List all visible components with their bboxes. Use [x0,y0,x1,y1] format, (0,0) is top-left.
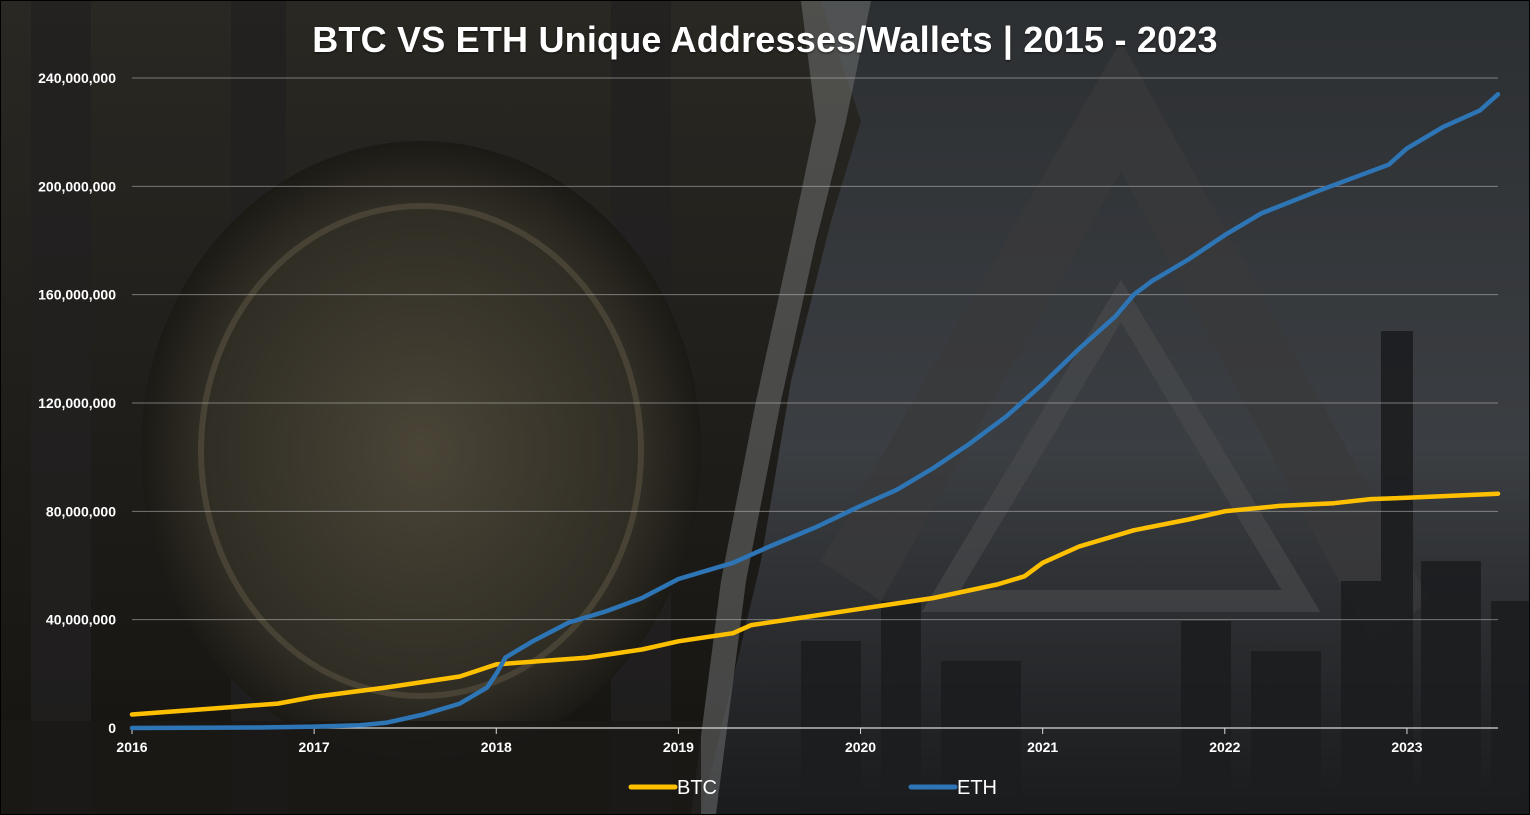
y-tick-label: 200,000,000 [38,178,116,194]
x-tick-label: 2017 [299,739,330,755]
y-tick-label: 40,000,000 [46,612,116,628]
x-tick-label: 2023 [1391,739,1422,755]
y-tick-label: 0 [108,720,116,736]
chart-title: BTC VS ETH Unique Addresses/Wallets | 20… [312,19,1218,60]
series-line-btc [129,491,1501,717]
x-tick-label: 2019 [663,739,694,755]
x-tick-label: 2018 [481,739,512,755]
legend-label-btc: BTC [677,777,717,799]
y-tick-label: 120,000,000 [38,395,116,411]
series-lines [129,92,1501,731]
y-tick-label: 80,000,000 [46,503,116,519]
y-tick-label: 240,000,000 [38,70,116,86]
x-tick-label: 2022 [1209,739,1240,755]
legend-label-eth: ETH [957,777,997,799]
x-tick-label: 2016 [116,739,147,755]
legend: BTC ETH [628,777,997,799]
x-tick-label: 2021 [1027,739,1058,755]
x-tick-label: 2020 [845,739,876,755]
gridlines [132,77,1498,621]
series-line-eth [129,92,1501,731]
axes: 0 40,000,000 80,000,000 120,000,000 160,000,… [38,70,1498,755]
y-tick-label: 160,000,000 [38,287,116,303]
